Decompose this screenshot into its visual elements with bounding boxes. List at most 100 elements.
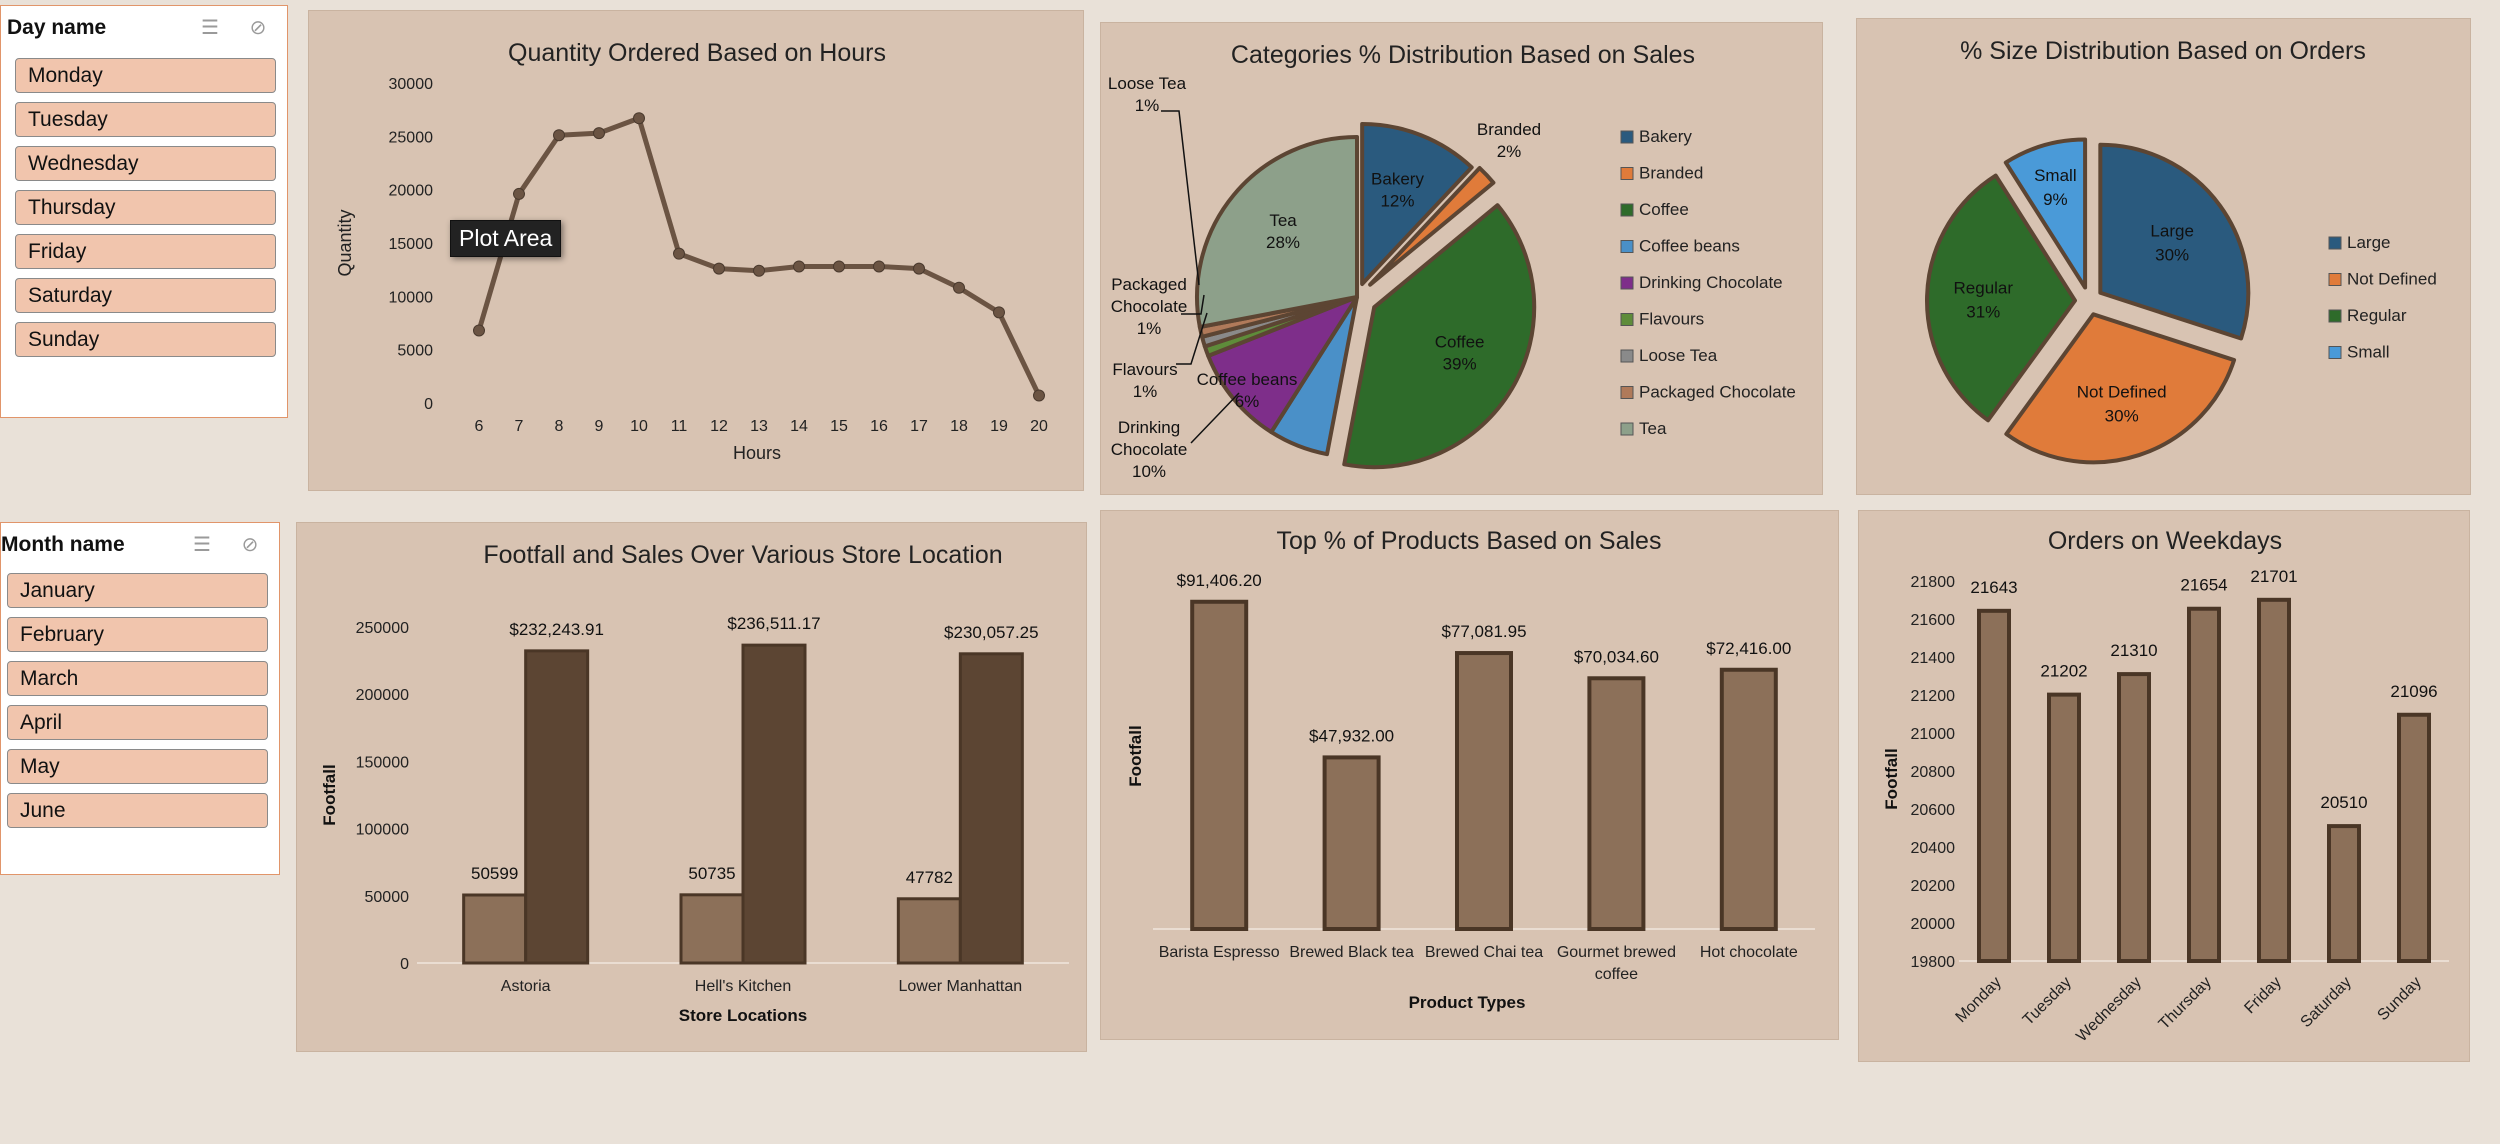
y-tick-label: 20800 [1911, 764, 1956, 781]
data-label-text: Packaged [1111, 275, 1187, 294]
data-label: $47,932.00 [1309, 726, 1394, 745]
pie-slice [1368, 166, 1496, 287]
data-point [713, 262, 725, 275]
slicer-item-april[interactable]: April [7, 705, 268, 740]
clear-filter-icon[interactable]: ⊘ [241, 534, 259, 556]
x-tick-label: Tuesday [2020, 974, 2075, 1029]
y-tick-label: 21400 [1911, 650, 1956, 667]
slicer-item-tuesday[interactable]: Tuesday [15, 102, 276, 137]
y-tick-label: 20000 [1911, 916, 1956, 933]
bar-sales [524, 649, 590, 965]
x-tick-label: 7 [515, 418, 524, 435]
legend-swatch [1620, 386, 1634, 399]
pie-slice [2098, 142, 2251, 341]
categories-chart-panel[interactable]: Categories % Distribution Based on Sales… [1100, 22, 1823, 495]
size-chart-panel[interactable]: % Size Distribution Based on Orders Large… [1856, 18, 2471, 495]
data-label: 21654 [2180, 576, 2227, 595]
legend-label: Drinking Chocolate [1639, 273, 1783, 292]
data-label-name: Tea [1269, 211, 1297, 230]
data-label-pct: 31% [1966, 303, 2000, 322]
chart-title: Categories % Distribution Based on Sales [1231, 41, 1695, 69]
data-label-text: 1% [1135, 96, 1160, 115]
month-slicer-header: Month name ☰ ⊘ [1, 523, 279, 567]
x-tick-label: Sunday [2374, 974, 2424, 1024]
x-tick-label: 18 [950, 418, 968, 435]
data-point [913, 262, 925, 275]
legend-swatch [1620, 422, 1634, 436]
x-tick-label: Hot chocolate [1700, 944, 1798, 961]
data-label-text: 6% [1235, 392, 1260, 411]
legend-label: Coffee [1639, 200, 1689, 219]
chart-title: Orders on Weekdays [2048, 527, 2282, 555]
data-point [833, 260, 845, 273]
data-label-pct: 9% [2043, 190, 2068, 209]
stores-bar-chart: Footfall and Sales Over Various Store Lo… [320, 541, 1069, 1025]
slicer-item-sunday[interactable]: Sunday [15, 322, 276, 357]
slicer-item-friday[interactable]: Friday [15, 234, 276, 269]
stores-chart-panel[interactable]: Footfall and Sales Over Various Store Lo… [296, 522, 1087, 1052]
data-point [513, 187, 525, 200]
slicer-item-february[interactable]: February [7, 617, 268, 652]
slicer-item-monday[interactable]: Monday [15, 58, 276, 93]
data-point [953, 281, 965, 294]
slicer-item-march[interactable]: March [7, 661, 268, 696]
slicer-item-thursday[interactable]: Thursday [15, 190, 276, 225]
data-label-name: Bakery [1371, 170, 1424, 189]
y-axis-title: Footfall [1882, 748, 1901, 809]
chart-title: Top % of Products Based on Sales [1277, 527, 1662, 555]
legend-label: Bakery [1639, 127, 1692, 146]
x-tick-label: 16 [870, 418, 888, 435]
series-line [476, 115, 1042, 397]
y-tick-label: 0 [400, 956, 409, 973]
y-tick-label: 10000 [389, 289, 434, 306]
size-pie-chart: % Size Distribution Based on Orders Large… [1925, 37, 2437, 465]
hours-chart-panel[interactable]: Quantity Ordered Based on Hours 0 5000 1000… [308, 10, 1084, 491]
legend-label: Branded [1639, 164, 1703, 183]
x-tick-label: 8 [555, 418, 564, 435]
multi-select-icon[interactable]: ☰ [193, 534, 211, 556]
legend-label: Packaged Chocolate [1639, 383, 1796, 402]
categories-pie-chart: Categories % Distribution Based on Sales… [1108, 41, 1796, 481]
slicer-item-january[interactable]: January [7, 573, 268, 608]
slicer-item-wednesday[interactable]: Wednesday [15, 146, 276, 181]
data-point [873, 260, 885, 273]
slicer-item-saturday[interactable]: Saturday [15, 278, 276, 313]
month-slicer-title: Month name [1, 533, 125, 556]
pie-slice [1360, 121, 1474, 286]
weekdays-chart-panel[interactable]: Orders on Weekdays 19800 20000 20200 20400 20… [1858, 510, 2470, 1062]
data-point [553, 129, 565, 142]
bar-product [1455, 651, 1513, 931]
data-label-text: 2% [1497, 142, 1522, 161]
y-tick-label: 5000 [397, 343, 433, 360]
legend-label: Small [2347, 343, 2390, 362]
bar-footfall [896, 897, 962, 965]
data-label: $232,243.91 [509, 620, 604, 639]
legend-swatch [1620, 240, 1634, 253]
day-name-slicer: Day name ☰ ⊘ Monday Tuesday Wednesday Th… [0, 5, 288, 418]
bar-weekday [2187, 606, 2221, 964]
data-label-name: Regular [1954, 279, 2014, 298]
bar-product [1587, 676, 1646, 931]
data-label-text: Branded [1477, 120, 1541, 139]
multi-select-icon[interactable]: ☰ [201, 17, 219, 39]
y-tick-label: 150000 [356, 754, 409, 771]
products-chart-panel[interactable]: Top % of Products Based on Sales $91,406.… [1100, 510, 1839, 1040]
clear-filter-icon[interactable]: ⊘ [249, 17, 267, 39]
y-tick-label: 21800 [1911, 574, 1956, 591]
legend-swatch [1620, 130, 1634, 144]
data-label: 21096 [2390, 682, 2437, 701]
slicer-item-may[interactable]: May [7, 749, 268, 784]
day-slicer-header: Day name ☰ ⊘ [1, 6, 287, 50]
data-point [633, 112, 645, 125]
data-label-text: Coffee beans [1197, 370, 1298, 389]
slicer-item-june[interactable]: June [7, 793, 268, 828]
data-label: $72,416.00 [1706, 639, 1791, 658]
data-label-pct: 12% [1380, 192, 1414, 211]
data-label-pct: 30% [2155, 246, 2189, 265]
x-tick-label: 20 [1030, 418, 1048, 435]
data-label-name: Small [2034, 166, 2077, 185]
x-tick-label: Lower Manhattan [899, 978, 1023, 995]
chart-title: Quantity Ordered Based on Hours [508, 39, 886, 67]
legend-swatch [1620, 276, 1634, 290]
x-tick-label: 12 [710, 418, 728, 435]
